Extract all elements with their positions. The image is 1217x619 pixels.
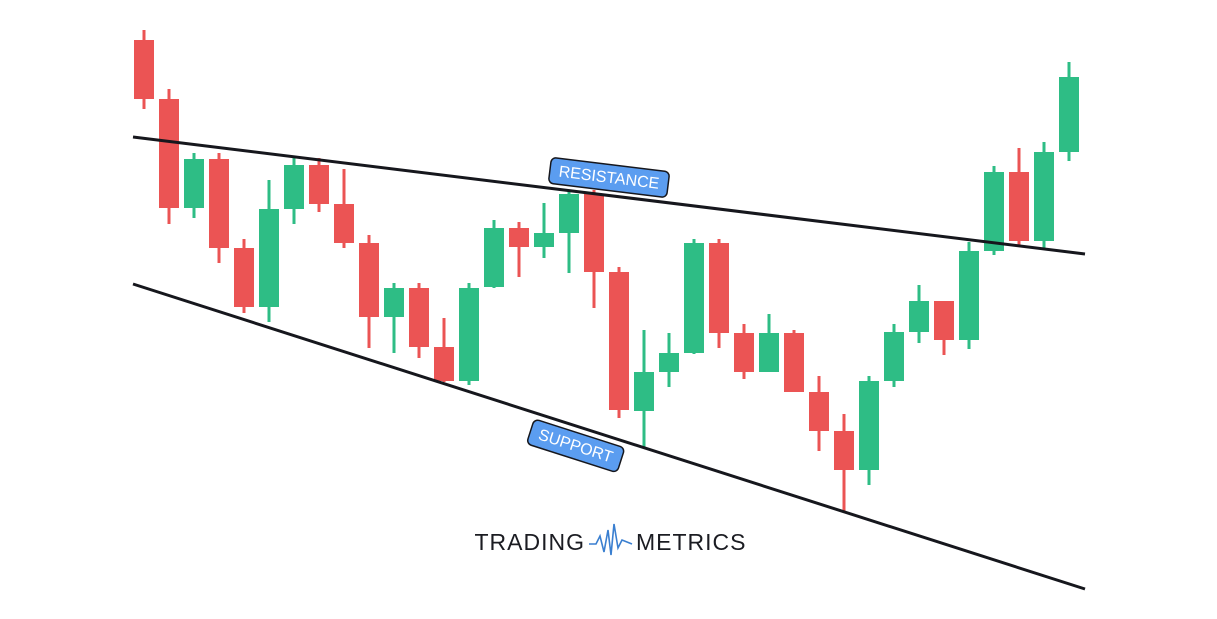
candle-body	[959, 251, 979, 340]
candle-body	[409, 288, 429, 347]
candle-body	[334, 204, 354, 243]
candle-body	[284, 165, 304, 209]
candle-body	[184, 159, 204, 208]
candle-body	[584, 194, 604, 272]
brand-icon	[589, 523, 633, 556]
candle-body	[209, 159, 229, 248]
trend-line	[132, 282, 1086, 591]
candle-body	[759, 333, 779, 372]
candle-body	[309, 165, 329, 204]
candles	[134, 30, 1079, 511]
candle-body	[434, 347, 454, 381]
candle-body	[684, 243, 704, 353]
candle-body	[609, 272, 629, 410]
candle-body	[259, 209, 279, 307]
candle-body	[509, 228, 529, 247]
trend-line	[132, 135, 1086, 256]
candle-body	[234, 248, 254, 307]
candle-body	[1009, 172, 1029, 241]
candle-body	[709, 243, 729, 333]
candle-body	[934, 301, 954, 340]
candle-body	[1059, 77, 1079, 152]
candle-body	[859, 381, 879, 470]
line-tag-box	[526, 419, 625, 473]
candle-body	[984, 172, 1004, 251]
candle-body	[809, 392, 829, 431]
candle-body	[909, 301, 929, 332]
candle-body	[834, 431, 854, 470]
brand-right: METRICS	[636, 529, 747, 555]
brand-logo: TRADING METRICS	[475, 523, 747, 556]
candle-body	[359, 243, 379, 317]
candle-body	[384, 288, 404, 317]
candle-body	[134, 40, 154, 99]
candle-body	[159, 99, 179, 208]
candle-body	[559, 194, 579, 233]
candle-body	[784, 333, 804, 392]
candle-body	[1034, 152, 1054, 241]
candle-body	[459, 288, 479, 381]
candle-body	[884, 332, 904, 381]
candle-body	[659, 353, 679, 372]
line-tag-box	[548, 157, 670, 198]
candle-body	[734, 333, 754, 372]
candle-body	[484, 228, 504, 287]
candle-body	[534, 233, 554, 247]
brand-left: TRADING	[475, 529, 586, 555]
candle-body	[634, 372, 654, 411]
line-tag: SUPPORT	[526, 419, 625, 473]
